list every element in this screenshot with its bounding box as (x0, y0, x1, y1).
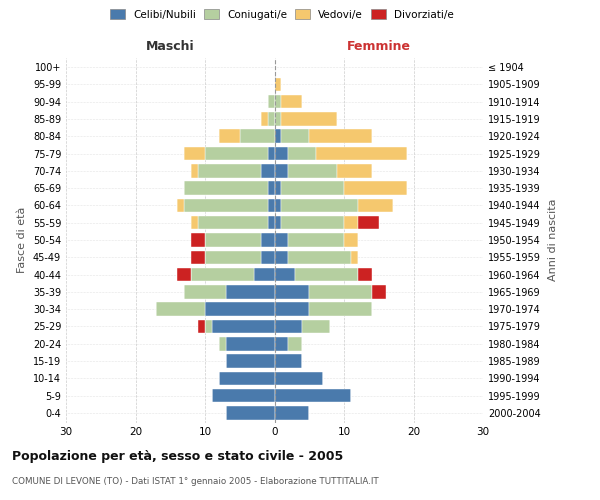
Bar (289, 164, 337, 177)
Bar (212, 320, 275, 333)
Bar (205, 234, 260, 246)
Bar (309, 285, 372, 298)
Bar (184, 147, 205, 160)
Text: Femmine: Femmine (347, 40, 411, 52)
Bar (295, 268, 358, 281)
Bar (184, 285, 226, 298)
Bar (205, 302, 275, 316)
Bar (198, 164, 260, 177)
Bar (309, 130, 372, 143)
Bar (226, 354, 275, 368)
Bar (205, 250, 260, 264)
Bar (268, 147, 275, 160)
Bar (372, 285, 386, 298)
Bar (268, 198, 275, 212)
Bar (289, 337, 302, 350)
Bar (337, 164, 372, 177)
Bar (226, 285, 275, 298)
Bar (198, 216, 268, 230)
Bar (275, 147, 289, 160)
Bar (275, 406, 309, 419)
Bar (219, 372, 275, 385)
Bar (275, 389, 351, 402)
Bar (275, 112, 281, 126)
Bar (289, 147, 316, 160)
Text: COMUNE DI LEVONE (TO) - Dati ISTAT 1° gennaio 2005 - Elaborazione TUTTITALIA.IT: COMUNE DI LEVONE (TO) - Dati ISTAT 1° ge… (12, 478, 379, 486)
Bar (281, 112, 337, 126)
Bar (275, 250, 289, 264)
Bar (275, 302, 309, 316)
Text: Popolazione per età, sesso e stato civile - 2005: Popolazione per età, sesso e stato civil… (12, 450, 343, 463)
Bar (275, 95, 281, 108)
Bar (226, 337, 275, 350)
Bar (157, 302, 205, 316)
Bar (212, 389, 275, 402)
Bar (191, 250, 205, 264)
Bar (205, 147, 268, 160)
Bar (275, 164, 289, 177)
Bar (281, 95, 302, 108)
Bar (358, 216, 379, 230)
Bar (260, 164, 275, 177)
Bar (275, 198, 281, 212)
Bar (358, 268, 372, 281)
Bar (219, 130, 240, 143)
Bar (184, 198, 268, 212)
Bar (302, 320, 330, 333)
Bar (268, 95, 275, 108)
Bar (177, 268, 191, 281)
Bar (275, 337, 289, 350)
Bar (226, 406, 275, 419)
Bar (275, 354, 302, 368)
Legend: Celibi/Nubili, Coniugati/e, Vedovi/e, Divorziati/e: Celibi/Nubili, Coniugati/e, Vedovi/e, Di… (106, 5, 458, 24)
Bar (275, 182, 281, 195)
Bar (254, 268, 275, 281)
Bar (240, 130, 275, 143)
Bar (281, 198, 358, 212)
Bar (275, 320, 302, 333)
Bar (268, 182, 275, 195)
Bar (316, 147, 407, 160)
Bar (198, 320, 205, 333)
Bar (358, 198, 392, 212)
Bar (260, 250, 275, 264)
Bar (281, 182, 344, 195)
Bar (191, 268, 254, 281)
Bar (184, 182, 268, 195)
Bar (344, 234, 358, 246)
Bar (351, 250, 358, 264)
Y-axis label: Anni di nascita: Anni di nascita (548, 198, 557, 281)
Bar (289, 234, 344, 246)
Bar (219, 337, 226, 350)
Bar (260, 234, 275, 246)
Bar (260, 112, 268, 126)
Text: Maschi: Maschi (146, 40, 194, 52)
Bar (275, 285, 309, 298)
Bar (281, 130, 309, 143)
Bar (268, 112, 275, 126)
Bar (275, 234, 289, 246)
Bar (275, 216, 281, 230)
Bar (191, 164, 198, 177)
Bar (275, 268, 295, 281)
Bar (177, 198, 184, 212)
Bar (268, 216, 275, 230)
Bar (205, 320, 212, 333)
Bar (309, 302, 372, 316)
Bar (275, 130, 281, 143)
Bar (281, 216, 344, 230)
Bar (191, 216, 198, 230)
Bar (344, 182, 407, 195)
Bar (275, 372, 323, 385)
Bar (275, 78, 281, 91)
Bar (289, 250, 351, 264)
Bar (344, 216, 358, 230)
Bar (191, 234, 205, 246)
Y-axis label: Fasce di età: Fasce di età (17, 207, 27, 273)
